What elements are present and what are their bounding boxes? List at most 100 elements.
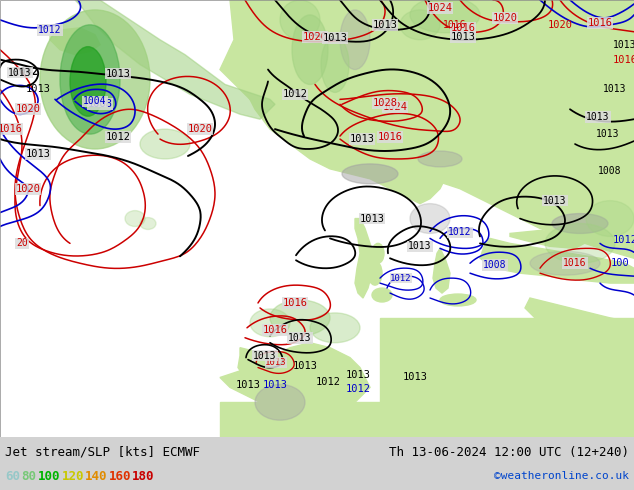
Text: 1013: 1013: [359, 214, 384, 223]
Ellipse shape: [372, 244, 384, 263]
Text: 1013: 1013: [346, 370, 370, 381]
Ellipse shape: [70, 47, 106, 116]
Text: 1013: 1013: [253, 351, 277, 361]
Text: 1013: 1013: [586, 112, 610, 122]
Ellipse shape: [550, 212, 610, 235]
Text: 1013: 1013: [25, 149, 51, 159]
Text: 1008: 1008: [598, 166, 622, 176]
Text: 1013: 1013: [235, 380, 261, 391]
Text: Th 13-06-2024 12:00 UTC (12+240): Th 13-06-2024 12:00 UTC (12+240): [389, 445, 629, 459]
Text: 140: 140: [85, 469, 108, 483]
Text: 1020: 1020: [493, 13, 517, 23]
Text: 1020: 1020: [188, 124, 212, 134]
Text: 1012: 1012: [448, 227, 472, 238]
Ellipse shape: [552, 214, 608, 233]
Text: 1016: 1016: [612, 54, 634, 65]
Text: 1013: 1013: [403, 372, 427, 383]
Polygon shape: [220, 0, 634, 258]
Text: 1013: 1013: [262, 380, 287, 391]
Text: 1016: 1016: [262, 325, 287, 335]
Ellipse shape: [255, 385, 305, 420]
Ellipse shape: [410, 204, 450, 233]
Text: 20: 20: [16, 238, 28, 248]
Polygon shape: [50, 28, 100, 54]
Ellipse shape: [340, 10, 370, 70]
Text: 1013: 1013: [613, 40, 634, 49]
Ellipse shape: [342, 164, 398, 184]
Text: 1013: 1013: [8, 68, 32, 77]
Text: 1004: 1004: [83, 97, 107, 106]
Text: 1016: 1016: [588, 18, 612, 28]
Text: 1020: 1020: [302, 32, 328, 42]
Text: 1012: 1012: [346, 384, 370, 394]
Text: 1013: 1013: [265, 358, 287, 367]
Text: 1016: 1016: [443, 20, 467, 30]
Polygon shape: [332, 79, 350, 104]
Text: 1013: 1013: [288, 333, 312, 343]
Ellipse shape: [410, 0, 480, 33]
Text: 1028: 1028: [373, 98, 398, 108]
Ellipse shape: [140, 218, 156, 229]
Text: 1016: 1016: [0, 124, 22, 134]
Text: 1016: 1016: [451, 23, 476, 33]
Text: ©weatheronline.co.uk: ©weatheronline.co.uk: [494, 471, 629, 481]
Text: 1012: 1012: [316, 377, 340, 388]
Ellipse shape: [60, 25, 120, 134]
Polygon shape: [285, 60, 315, 114]
Ellipse shape: [270, 300, 330, 336]
Text: 180: 180: [133, 469, 155, 483]
Ellipse shape: [440, 294, 476, 306]
Text: 1016: 1016: [377, 132, 403, 142]
Text: 60: 60: [5, 469, 20, 483]
Ellipse shape: [250, 309, 290, 337]
Text: 1013: 1013: [596, 129, 620, 139]
Polygon shape: [480, 239, 634, 283]
Text: 1013: 1013: [292, 361, 318, 370]
Text: 1016: 1016: [283, 298, 307, 308]
Text: 1013: 1013: [451, 32, 476, 42]
Text: 1020: 1020: [15, 104, 41, 114]
Text: 160: 160: [108, 469, 131, 483]
Bar: [380, 318, 634, 437]
Polygon shape: [220, 343, 370, 422]
Polygon shape: [355, 219, 375, 298]
Text: 1013: 1013: [543, 196, 567, 206]
Polygon shape: [330, 0, 385, 70]
Text: 1012: 1012: [283, 89, 307, 99]
Text: 1013: 1013: [25, 84, 51, 95]
Text: 120: 120: [61, 469, 84, 483]
Text: 1016: 1016: [563, 258, 586, 268]
Polygon shape: [525, 298, 634, 338]
Text: 1013: 1013: [323, 33, 347, 43]
Text: 1020: 1020: [548, 20, 573, 30]
Text: 1008: 1008: [87, 99, 112, 109]
Text: 80: 80: [22, 469, 36, 483]
Text: 1012: 1012: [612, 235, 634, 245]
Ellipse shape: [418, 151, 462, 167]
Polygon shape: [238, 348, 360, 397]
Ellipse shape: [586, 201, 634, 236]
Text: 1042: 1042: [13, 67, 37, 76]
Ellipse shape: [140, 129, 190, 159]
Text: 1013: 1013: [105, 69, 131, 78]
Text: 1013: 1013: [373, 20, 398, 30]
Ellipse shape: [321, 37, 349, 93]
Text: 1012: 1012: [105, 132, 131, 142]
Ellipse shape: [310, 313, 360, 343]
Ellipse shape: [530, 251, 600, 275]
Text: 100: 100: [38, 469, 60, 483]
Text: 1013: 1013: [349, 134, 375, 144]
Polygon shape: [235, 0, 445, 204]
Ellipse shape: [292, 15, 328, 84]
Polygon shape: [265, 72, 282, 99]
Bar: [220, 402, 634, 437]
Text: 1008: 1008: [483, 260, 507, 270]
Ellipse shape: [372, 288, 392, 302]
Text: 1024: 1024: [382, 102, 408, 112]
Polygon shape: [75, 0, 275, 119]
Polygon shape: [433, 248, 450, 293]
Text: 1012: 1012: [38, 25, 61, 35]
Ellipse shape: [125, 211, 145, 226]
Text: 100: 100: [611, 258, 630, 268]
Ellipse shape: [545, 223, 615, 263]
